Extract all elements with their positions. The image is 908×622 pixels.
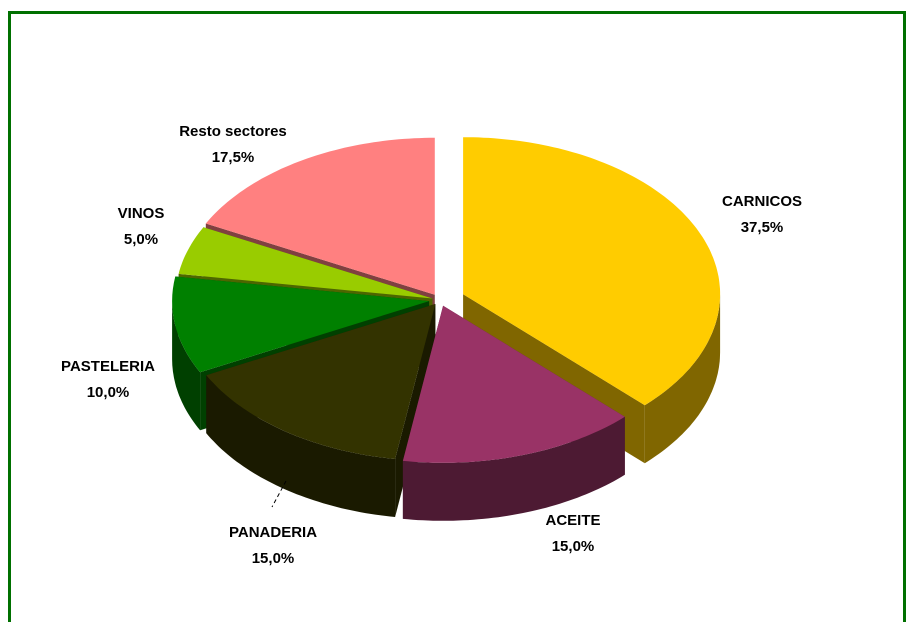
leader-line [271, 480, 287, 508]
slice-value-label: 15,0% [552, 538, 595, 555]
slice [172, 276, 430, 373]
pie [172, 137, 721, 521]
slice [178, 227, 433, 299]
slice-label: Resto sectores [179, 123, 287, 140]
slice-label: VINOS [118, 205, 165, 222]
slice-value-label: 5,0% [124, 231, 158, 248]
slice-outer-wall [644, 294, 721, 464]
slice-value-label: 17,5% [212, 149, 255, 166]
slice-label: PANADERIA [229, 524, 317, 541]
slice [205, 137, 435, 295]
slice-label: ACEITE [545, 512, 600, 529]
slice-label: CARNICOS [722, 193, 802, 210]
slice [463, 137, 721, 406]
slice-outer-wall [206, 375, 396, 517]
slice [402, 305, 625, 463]
slice-value-label: 10,0% [87, 384, 130, 401]
labels: CARNICOS 37,5% ACEITE 15,0% PANADERIA 15,0% PA… [61, 123, 802, 567]
slice-outer-wall [402, 416, 625, 521]
slice-label: PASTELERIA [61, 358, 155, 375]
slice [206, 304, 436, 459]
slice-outer-wall [172, 301, 201, 431]
slice-value-label: 37,5% [741, 219, 784, 236]
slice-value-label: 15,0% [252, 550, 295, 567]
